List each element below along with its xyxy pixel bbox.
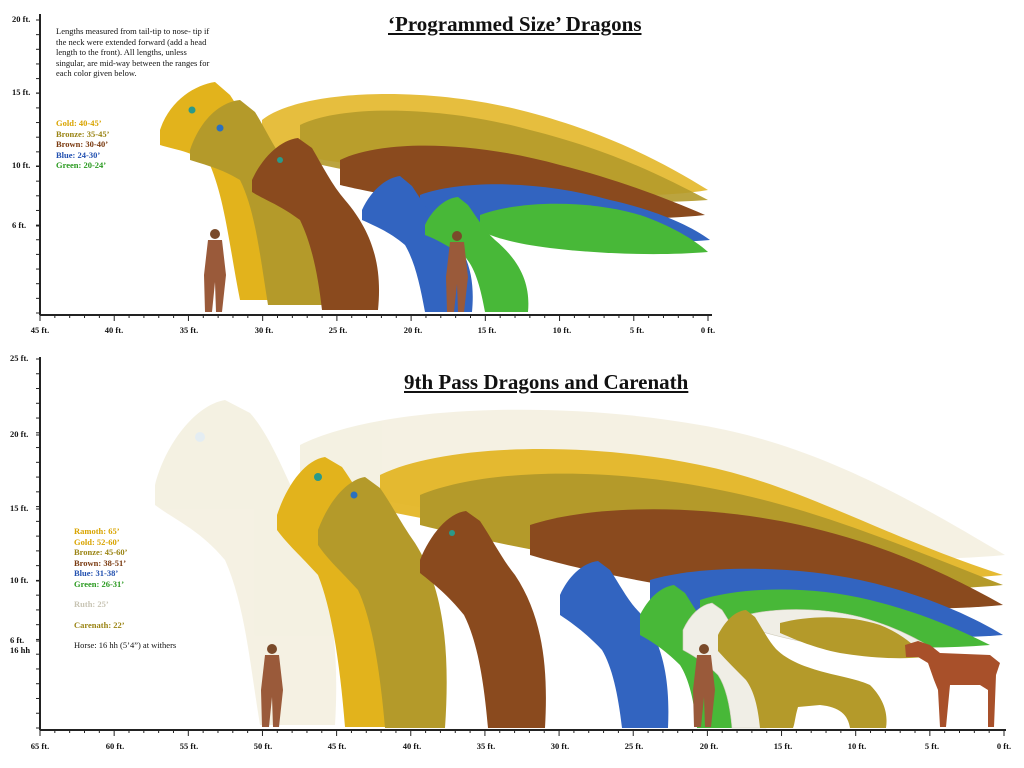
bottom-y-tick-label: 6 ft.: [10, 635, 24, 645]
bottom-title: 9th Pass Dragons and Carenath: [404, 370, 689, 394]
bottom-x-tick-label: 5 ft.: [925, 741, 939, 751]
legend-item-green: Green: 26-31’: [74, 578, 125, 589]
top-x-tick-label: 5 ft.: [630, 325, 644, 335]
human-figure-left: [204, 229, 226, 312]
bottom-chart-svg: 25 ft. 20 ft. 15 ft. 10 ft. 6 ft. 16 hh …: [10, 353, 1011, 751]
bottom-x-ticks: [39, 730, 1005, 736]
legend-item-horse: Horse: 16 hh (5’4”) at withers: [74, 640, 177, 650]
carenath-dragon: [718, 610, 925, 728]
bottom-x-tick-label: 35 ft.: [477, 741, 495, 751]
bottom-x-tick-label: 30 ft.: [551, 741, 569, 751]
bottom-legend: Ramoth: 65’ Gold: 52-60’ Bronze: 45-60’ …: [74, 526, 176, 651]
top-x-tick-label: 0 ft.: [701, 325, 715, 335]
legend-item-bronze: Bronze: 45-60’: [74, 547, 128, 557]
top-x-tick-label: 15 ft.: [478, 325, 496, 335]
programmed-size-panel: 20 ft. 15 ft. 10 ft. 6 ft. 45 ft. 40 ft.…: [0, 0, 1024, 345]
bottom-x-tick-label: 25 ft.: [625, 741, 643, 751]
legend-item-ramoth: Ramoth: 65’: [74, 526, 120, 536]
human-figure-center: [446, 231, 468, 312]
legend-item-ruth: Ruth: 25’: [74, 599, 109, 609]
bottom-x-tick-label: 65 ft.: [31, 741, 49, 751]
measurement-note: Lengths measured from tail-tip to nose- …: [56, 26, 210, 78]
top-x-tick-label: 10 ft.: [553, 325, 571, 335]
bottom-y-tick-label: 16 hh: [10, 645, 30, 655]
legend-item-blue: Blue: 24-30’: [56, 149, 101, 160]
bottom-x-tick-label: 50 ft.: [254, 741, 272, 751]
bottom-x-tick-label: 15 ft.: [774, 741, 792, 751]
top-legend: Gold: 40-45’ Bronze: 35-45’ Brown: 30-40…: [56, 118, 109, 171]
top-x-tick-label: 35 ft.: [180, 325, 198, 335]
human-figure-left-9th: [261, 644, 283, 727]
top-y-tick-label: 20 ft.: [12, 14, 30, 24]
legend-item-gold: Gold: 40-45’: [56, 118, 102, 128]
bottom-y-tick-label: 15 ft.: [10, 503, 28, 513]
legend-item-green: Green: 20-24’: [56, 160, 107, 170]
top-x-tick-label: 20 ft.: [404, 325, 422, 335]
bottom-x-tick-label: 0 ft.: [997, 741, 1011, 751]
top-title: ‘Programmed Size’ Dragons: [388, 12, 642, 36]
legend-item-bronze: Bronze: 35-45’: [56, 128, 110, 139]
bottom-y-tick-label: 10 ft.: [10, 575, 28, 585]
legend-item-gold: Gold: 52-60’: [74, 536, 120, 547]
top-y-tick-label: 10 ft.: [12, 160, 30, 170]
top-y-tick-label: 6 ft.: [12, 220, 26, 230]
legend-item-blue: Blue: 31-38’: [74, 568, 119, 578]
green-dragon: [425, 197, 708, 312]
top-chart-svg: 20 ft. 15 ft. 10 ft. 6 ft. 45 ft. 40 ft.…: [12, 14, 715, 335]
human-figure-center-9th: [693, 644, 715, 727]
bottom-y-tick-label: 20 ft.: [10, 429, 28, 439]
top-x-tick-label: 45 ft.: [31, 325, 49, 335]
legend-item-carenath: Carenath: 22’: [74, 619, 125, 630]
bottom-y-minor-ticks: [36, 358, 40, 729]
top-y-tick-label: 15 ft.: [12, 87, 30, 97]
ninth-pass-panel: 25 ft. 20 ft. 15 ft. 10 ft. 6 ft. 16 hh …: [0, 345, 1024, 768]
horse-figure: [905, 641, 1000, 727]
bottom-x-tick-label: 20 ft.: [700, 741, 718, 751]
bottom-x-tick-label: 10 ft.: [848, 741, 866, 751]
bottom-y-tick-label: 25 ft.: [10, 353, 28, 363]
bottom-x-tick-label: 60 ft.: [106, 741, 124, 751]
brown-dragon-9th: [420, 509, 1003, 728]
legend-item-brown: Brown: 30-40’: [56, 139, 109, 149]
top-x-tick-label: 25 ft.: [329, 325, 347, 335]
legend-item-brown: Brown: 38-51’: [74, 557, 127, 568]
top-x-tick-label: 30 ft.: [255, 325, 273, 335]
top-x-tick-label: 40 ft.: [105, 325, 123, 335]
bottom-x-tick-label: 45 ft.: [328, 741, 346, 751]
bottom-x-tick-label: 40 ft.: [403, 741, 421, 751]
top-x-ticks: [39, 315, 709, 321]
bottom-x-tick-label: 55 ft.: [180, 741, 198, 751]
